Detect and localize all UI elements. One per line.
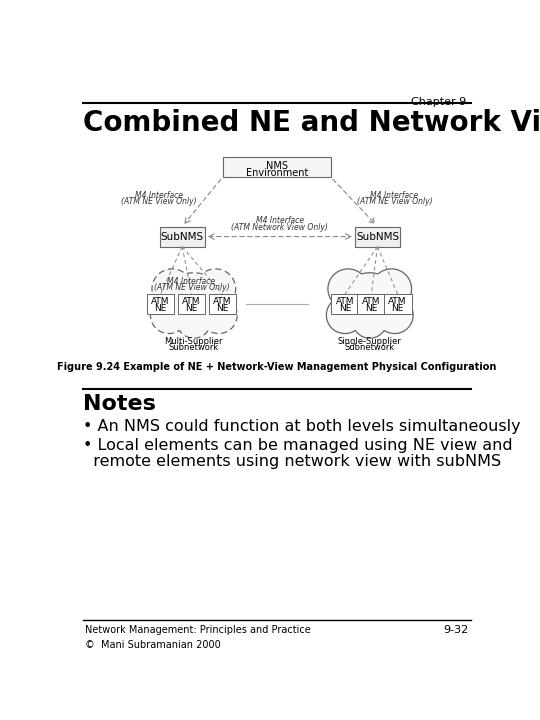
Text: Notes: Notes <box>83 395 156 415</box>
Text: Subnetwork: Subnetwork <box>168 343 219 352</box>
Circle shape <box>200 297 237 333</box>
Text: NMS: NMS <box>266 161 288 171</box>
Polygon shape <box>178 294 205 315</box>
Text: Chapter 9: Chapter 9 <box>411 97 467 107</box>
Text: NE: NE <box>365 304 377 312</box>
Circle shape <box>151 297 187 333</box>
Text: NE: NE <box>339 304 351 312</box>
Text: SubNMS: SubNMS <box>160 232 204 241</box>
Text: NE: NE <box>217 304 228 312</box>
Circle shape <box>326 297 363 333</box>
Circle shape <box>152 269 192 309</box>
Text: Multi-Supplier: Multi-Supplier <box>165 337 223 346</box>
Text: ATM: ATM <box>213 297 232 306</box>
Text: remote elements using network view with subNMS: remote elements using network view with … <box>83 454 501 469</box>
Polygon shape <box>222 157 331 177</box>
Polygon shape <box>331 294 359 315</box>
Circle shape <box>177 305 211 338</box>
Text: (ATM Network View Only): (ATM Network View Only) <box>232 223 328 232</box>
Text: M4 Interface: M4 Interface <box>167 277 215 287</box>
Text: Environment: Environment <box>246 168 308 178</box>
Circle shape <box>328 269 368 309</box>
Polygon shape <box>357 294 385 315</box>
Text: (ATM NE View Only): (ATM NE View Only) <box>154 283 230 292</box>
Text: Combined NE and Network Views: Combined NE and Network Views <box>83 109 540 138</box>
Text: (ATM NE View Only): (ATM NE View Only) <box>121 197 197 205</box>
Text: M4 Interface: M4 Interface <box>135 191 183 200</box>
Polygon shape <box>160 227 205 246</box>
Text: Subnetwork: Subnetwork <box>345 343 395 352</box>
Text: 9-32: 9-32 <box>444 626 469 635</box>
Circle shape <box>376 297 413 333</box>
Polygon shape <box>208 294 237 315</box>
Text: SubNMS: SubNMS <box>356 232 399 241</box>
Text: ATM: ATM <box>183 297 201 306</box>
Text: NE: NE <box>185 304 198 312</box>
Text: ATM: ATM <box>388 297 407 306</box>
Text: • An NMS could function at both levels simultaneously: • An NMS could function at both levels s… <box>83 419 521 434</box>
Text: (ATM NE View Only): (ATM NE View Only) <box>357 197 433 205</box>
Circle shape <box>195 269 235 309</box>
Polygon shape <box>384 294 411 315</box>
Text: • Local elements can be managed using NE view and: • Local elements can be managed using NE… <box>83 438 512 454</box>
Text: ATM: ATM <box>362 297 381 306</box>
Text: NE: NE <box>154 304 167 312</box>
Circle shape <box>372 269 411 309</box>
Circle shape <box>164 273 223 331</box>
Text: Network Management: Principles and Practice
©  Mani Subramanian 2000: Network Management: Principles and Pract… <box>85 626 310 650</box>
Text: NE: NE <box>392 304 404 312</box>
Text: Figure 9.24 Example of NE + Network-View Management Physical Configuration: Figure 9.24 Example of NE + Network-View… <box>57 362 496 372</box>
Text: M4 Interface: M4 Interface <box>256 216 304 225</box>
Text: ATM: ATM <box>336 297 354 306</box>
Text: ATM: ATM <box>151 297 170 306</box>
Circle shape <box>340 273 399 331</box>
Text: M4 Interface: M4 Interface <box>370 191 419 200</box>
Polygon shape <box>146 294 174 315</box>
Circle shape <box>353 305 387 338</box>
Polygon shape <box>355 227 400 246</box>
Text: Single-Supplier: Single-Supplier <box>338 337 402 346</box>
